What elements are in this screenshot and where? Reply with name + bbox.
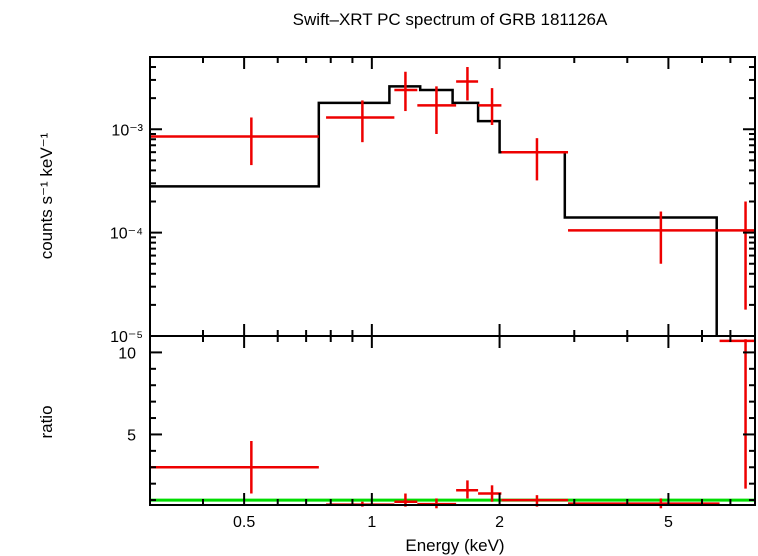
ratio-panel-frame (149, 335, 756, 506)
model-step-line (150, 85, 718, 336)
y-tick-label: 10⁻⁵ (110, 329, 143, 346)
x-axis-label: Energy (keV) (405, 536, 504, 555)
spectrum-data-point (326, 100, 395, 143)
spectrum-panel: 10⁻³ 10⁻⁴ 10⁻⁵ counts s⁻¹ keV⁻¹ (37, 56, 756, 346)
ratio-panel: 0.5 1 2 5 5 10 ratio Energy (keV) (37, 335, 756, 555)
spectrum-data-point (568, 211, 720, 264)
ratio-data-point (456, 480, 479, 499)
x-tick-label: 1 (367, 514, 376, 531)
chart-title: Swift–XRT PC spectrum of GRB 181126A (293, 10, 608, 29)
x-tick-label: 0.5 (233, 514, 255, 531)
spectrum-ticks: 10⁻³ 10⁻⁴ 10⁻⁵ (110, 57, 756, 346)
spectrum-data-point (150, 117, 319, 166)
x-tick-label: 2 (495, 514, 504, 531)
y-tick-label: 10 (118, 345, 136, 362)
spectrum-data-point (501, 138, 569, 181)
spectrum-y-axis-label: counts s⁻¹ keV⁻¹ (37, 132, 56, 259)
ratio-y-axis-label: ratio (37, 405, 56, 438)
y-tick-label: 10⁻⁴ (110, 226, 143, 243)
y-tick-label: 10⁻³ (111, 122, 143, 139)
spectrum-data-point (417, 86, 457, 134)
spectrum-data-point (719, 201, 755, 310)
ratio-data-point (568, 498, 720, 509)
spectrum-data-point (394, 71, 418, 112)
y-tick-label: 5 (127, 427, 136, 444)
ratio-data-point (150, 441, 319, 494)
x-tick-label: 5 (664, 514, 673, 531)
spectrum-data-point (456, 67, 479, 101)
ratio-data-layer (150, 339, 755, 509)
spectrum-data-point (478, 88, 502, 125)
spectrum-data-layer (150, 67, 755, 336)
ratio-data-point (719, 339, 755, 489)
ratio-data-point (478, 485, 502, 502)
ratio-ticks: 0.5 1 2 5 5 10 (118, 336, 756, 531)
